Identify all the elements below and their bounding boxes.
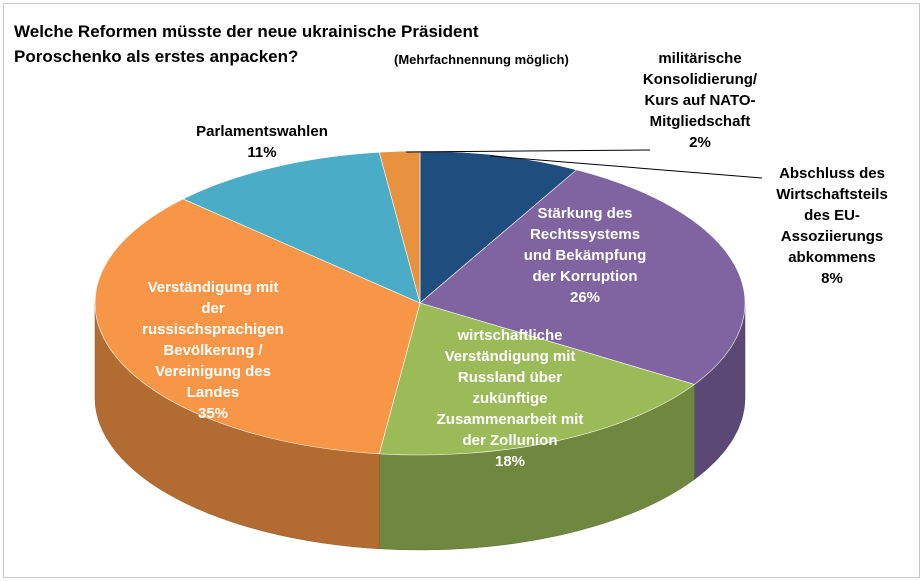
pie-slice (94, 198, 421, 455)
value-label: 26% (570, 289, 600, 306)
value-label: 11% (247, 144, 276, 161)
chart-title: Welche Reformen müsste der neue ukrainis… (14, 22, 479, 66)
pie-slice (378, 302, 696, 456)
labels: Abschluss des Wirtschaftsteils des EU-Asso… (142, 50, 888, 470)
leader-line (405, 149, 651, 153)
slice-label: militärische Konsolidierung/Kurs auf NATO… (643, 50, 758, 130)
pie-slice (378, 150, 421, 304)
value-label: 2% (689, 134, 711, 151)
pie-tops (94, 150, 746, 456)
value-label: 35% (198, 405, 228, 422)
slice-label: wirtschaftliche Verständigung mit Russland… (437, 327, 584, 449)
leader-line (489, 155, 763, 179)
value-label: 8% (821, 270, 843, 287)
slice-label: Parlamentswahlen (196, 123, 328, 140)
chart-subtitle: (Mehrfachnennung möglich) (394, 52, 569, 67)
slice-label: Stärkung des Rechtssystems und Bekämpfung d… (524, 205, 647, 285)
pie-slice (419, 169, 746, 385)
pie-sides (94, 302, 746, 551)
slice-label: Verständigung mit der russischsprachigen Be… (142, 279, 284, 401)
pie-slice (419, 150, 578, 304)
pie-slice (182, 151, 421, 304)
value-label: 18% (495, 453, 525, 470)
slice-label: Abschluss des Wirtschaftsteils des EU-Asso… (776, 165, 888, 266)
